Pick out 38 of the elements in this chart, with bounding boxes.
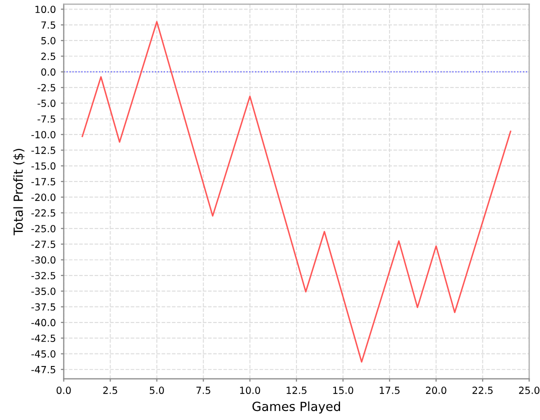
x-tick-label: 17.5 bbox=[380, 386, 400, 394]
y-tick-label: -17.5 bbox=[31, 178, 56, 186]
y-tick-label: -27.5 bbox=[31, 240, 56, 248]
y-tick-label: -22.5 bbox=[31, 209, 56, 217]
y-tick-label: 2.5 bbox=[41, 52, 56, 60]
x-tick-label: 0.0 bbox=[56, 386, 71, 394]
x-tick-label: 25.0 bbox=[519, 386, 540, 394]
y-tick-label: -35.0 bbox=[31, 288, 56, 295]
y-tick-label: 10.0 bbox=[36, 6, 56, 14]
y-tick-label: -37.5 bbox=[31, 303, 56, 311]
y-tick-label: 7.5 bbox=[41, 21, 56, 29]
y-tick-label: -7.5 bbox=[38, 115, 56, 123]
x-tick-label: 22.5 bbox=[472, 386, 493, 394]
y-tick-label: 0.0 bbox=[41, 68, 56, 76]
y-tick-label: -25.0 bbox=[31, 224, 56, 232]
x-tick-label: 2.5 bbox=[103, 386, 118, 394]
y-tick-label: -12.5 bbox=[31, 146, 56, 154]
y-tick-label: -47.5 bbox=[31, 366, 56, 374]
y-tick-label: -32.5 bbox=[31, 272, 56, 280]
y-tick-label: -2.5 bbox=[38, 84, 56, 92]
y-axis-title: Total Profit ($) bbox=[13, 148, 25, 236]
y-tick-label: -30.0 bbox=[31, 256, 56, 264]
x-tick-label: 20.0 bbox=[426, 386, 446, 394]
x-tick-label: 5.0 bbox=[150, 386, 164, 394]
x-tick-label: 7.5 bbox=[196, 386, 210, 394]
x-tick-label: 10.0 bbox=[240, 386, 260, 394]
line-series bbox=[82, 21, 512, 363]
y-tick-label: -20.0 bbox=[31, 194, 56, 201]
y-tick-label: -40.0 bbox=[31, 318, 56, 326]
x-tick-label: 12.5 bbox=[286, 386, 306, 394]
y-tick-label: -45.0 bbox=[31, 350, 56, 358]
y-tick-label: 5.0 bbox=[41, 37, 56, 44]
y-tick-label: -42.5 bbox=[31, 334, 56, 342]
y-tick-label: -15.0 bbox=[31, 162, 56, 170]
y-tick-label: -10.0 bbox=[31, 130, 56, 138]
y-tick-label: -5.0 bbox=[38, 100, 56, 108]
x-tick-label: 15.0 bbox=[333, 386, 354, 394]
x-axis-title: Games Played bbox=[252, 401, 340, 414]
